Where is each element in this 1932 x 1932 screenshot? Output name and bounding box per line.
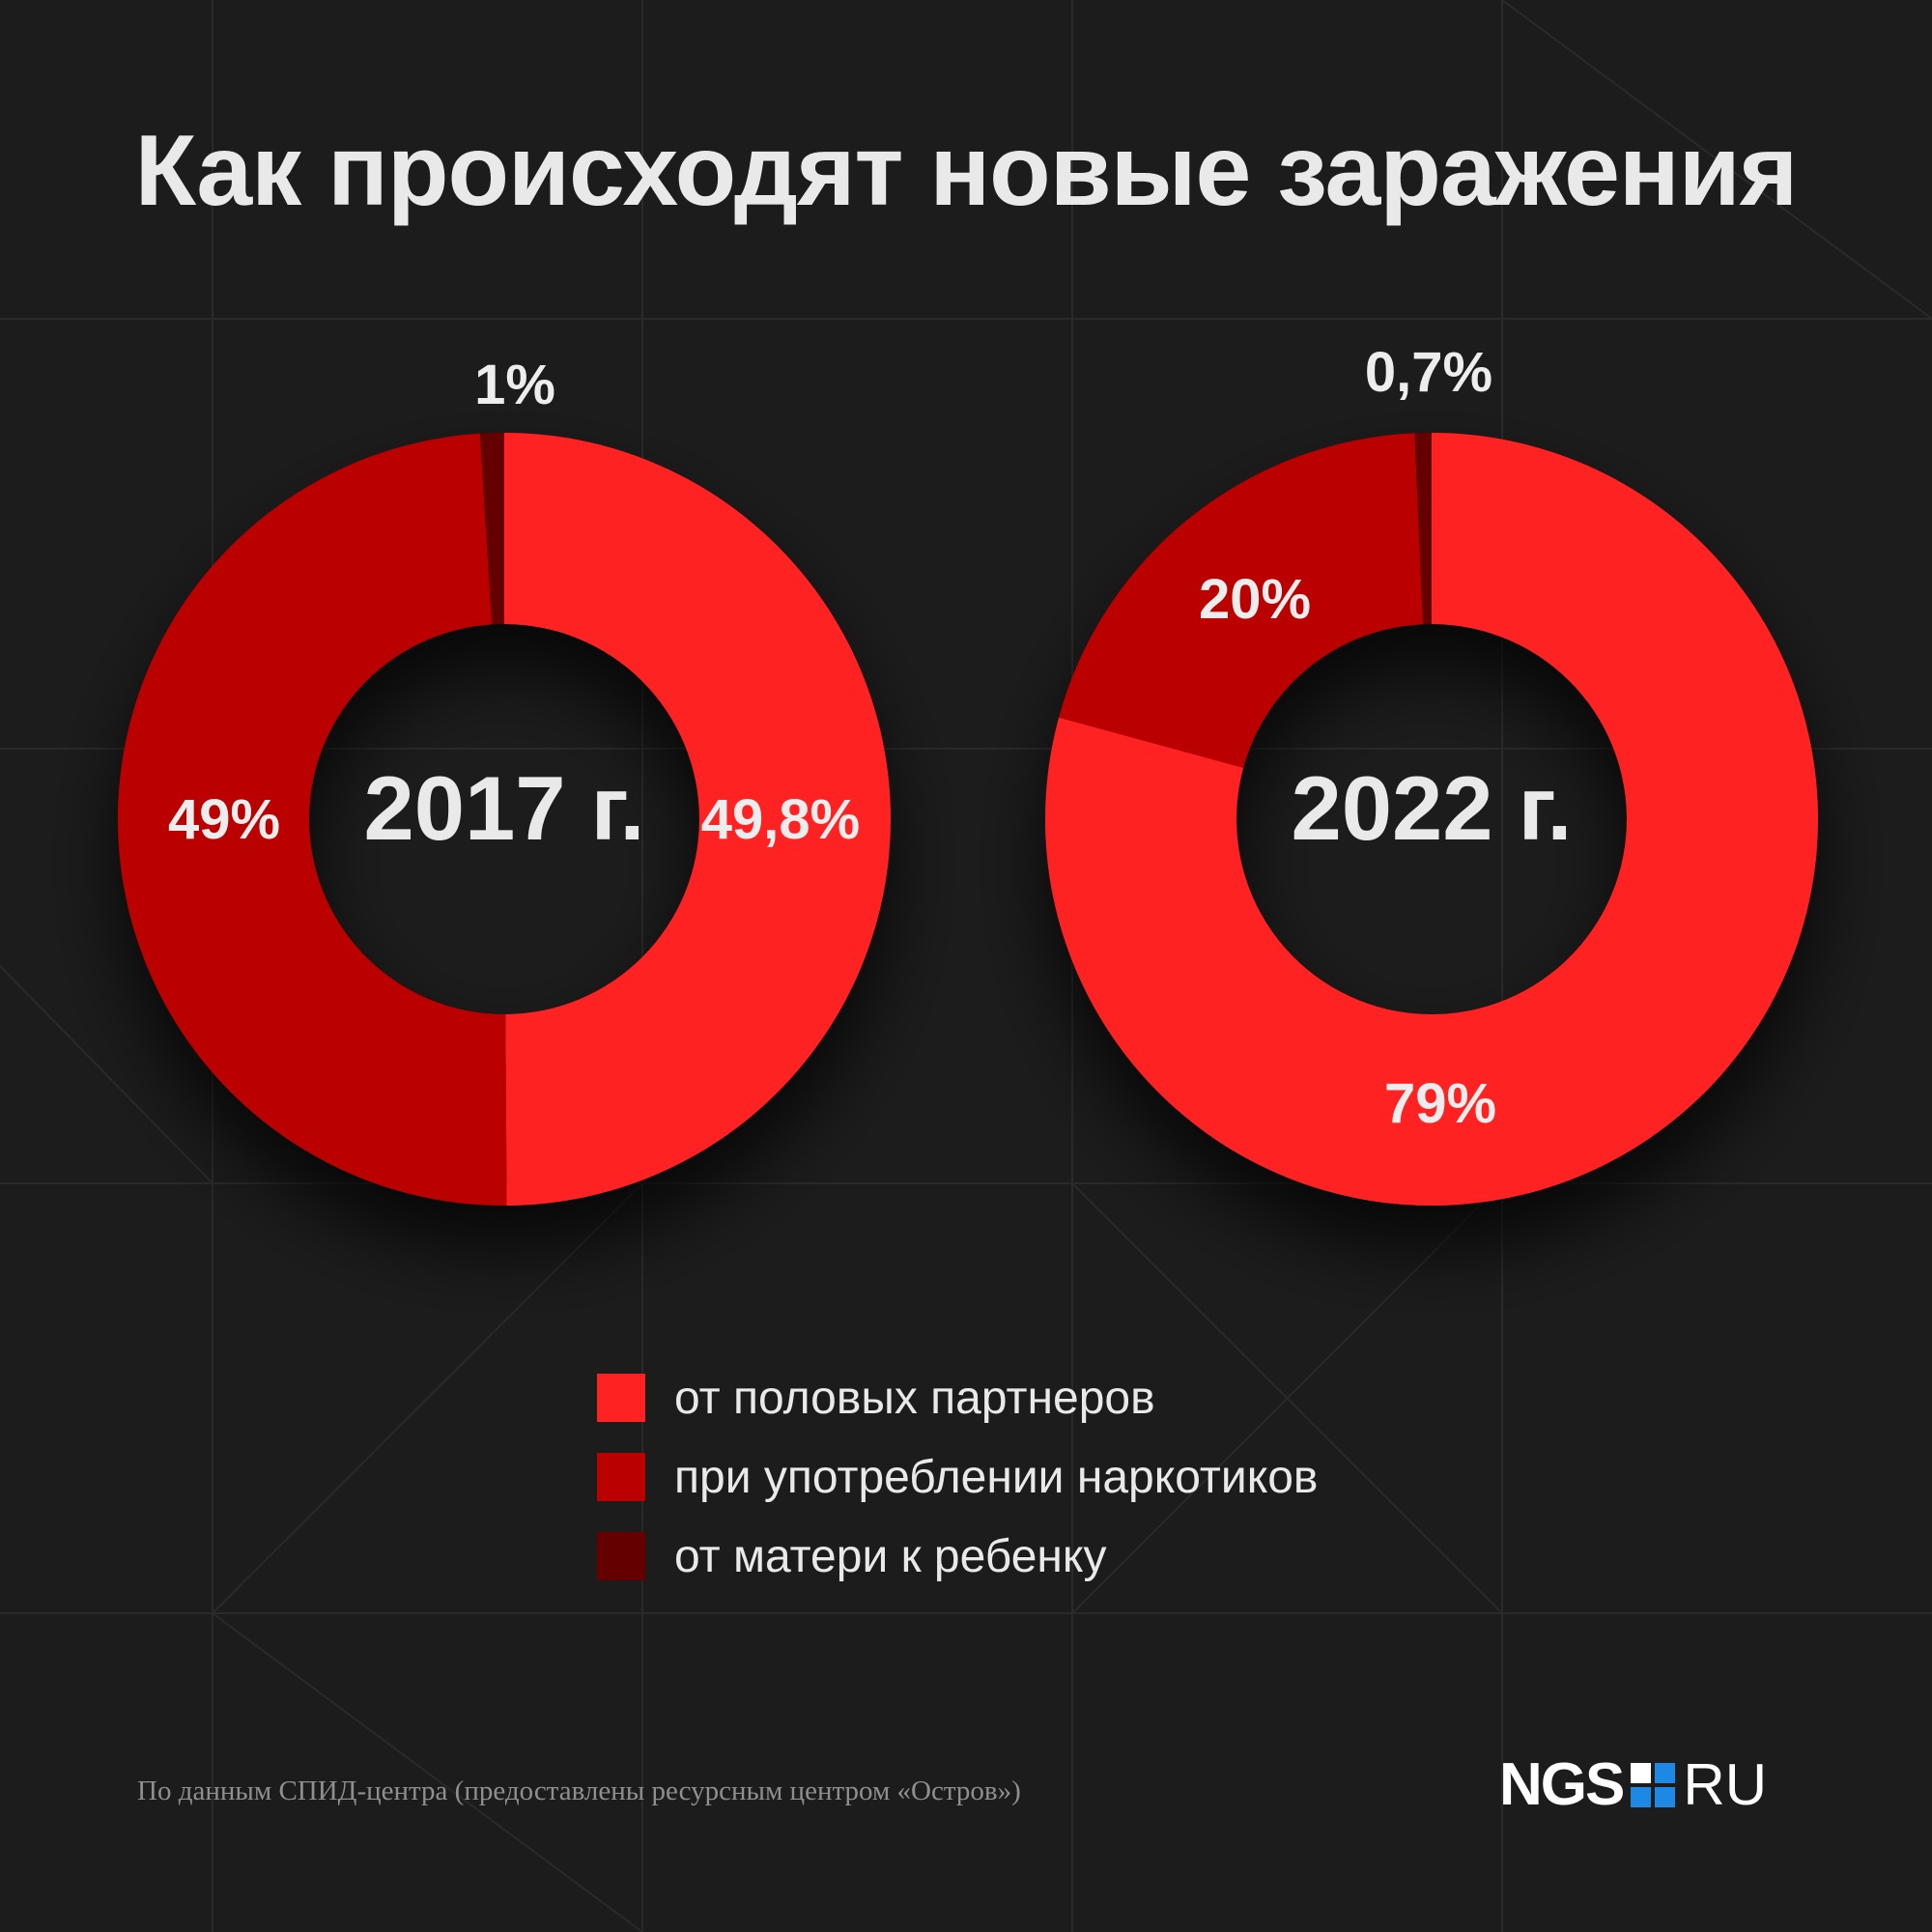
slice-2022-2 — [1414, 433, 1432, 625]
legend-label-drugs: при употреблении наркотиков — [674, 1451, 1319, 1503]
data-label-2022-mother: 0,7% — [1365, 341, 1492, 404]
slice-drugs-2017 — [118, 433, 507, 1206]
logo-ru-text: RU — [1683, 1752, 1768, 1817]
data-label-2022-sexual: 79% — [1384, 1072, 1496, 1135]
slice-sexual-2017 — [504, 433, 891, 1206]
legend-swatch-sexual — [597, 1374, 645, 1422]
slice-sexual-2022 — [1045, 433, 1818, 1206]
legend-item-drugs: при употреблении наркотиков — [597, 1451, 1319, 1503]
slice-2022-0 — [1045, 433, 1818, 1206]
slice-drugs-2022 — [1059, 433, 1424, 768]
legend-label-sexual: от половых партнеров — [674, 1372, 1155, 1424]
slice-mother-2017 — [479, 433, 504, 625]
ngs-logo: NGS RU — [1499, 1751, 1768, 1818]
slice-2017-1 — [118, 433, 507, 1206]
legend-swatch-mother — [597, 1532, 645, 1580]
logo-ngs-text: NGS — [1499, 1751, 1625, 1818]
legend-label-mother: от матери к ребенку — [674, 1530, 1107, 1582]
center-label-2017: 2017 г. — [363, 757, 644, 859]
slice-2017-2 — [479, 433, 504, 625]
slice-2022-1 — [1059, 433, 1424, 768]
data-label-2017-drugs: 49% — [168, 788, 280, 851]
legend-swatch-drugs — [597, 1453, 645, 1501]
legend-item-mother: от матери к ребенку — [597, 1530, 1318, 1582]
slice-2017-0 — [504, 433, 891, 1206]
source-note: По данным СПИД-центра (предоставлены рес… — [137, 1776, 1021, 1806]
ngs-square-logo-icon — [1631, 1763, 1676, 1807]
center-label-2022: 2022 г. — [1291, 757, 1572, 859]
data-label-2017-mother: 1% — [474, 354, 555, 416]
legend: от половых партнеров при употреблении на… — [597, 1372, 1319, 1611]
data-label-2022-drugs: 20% — [1199, 568, 1311, 631]
page-title: Как происходят новые заражения — [134, 115, 1799, 227]
donut-chart-2022 — [1045, 433, 1818, 1206]
legend-item-sexual: от половых партнеров — [597, 1372, 1318, 1424]
data-label-2017-sexual: 49,8% — [701, 788, 860, 851]
donut-chart-2017 — [118, 433, 891, 1206]
slice-mother-2022 — [1414, 433, 1432, 625]
